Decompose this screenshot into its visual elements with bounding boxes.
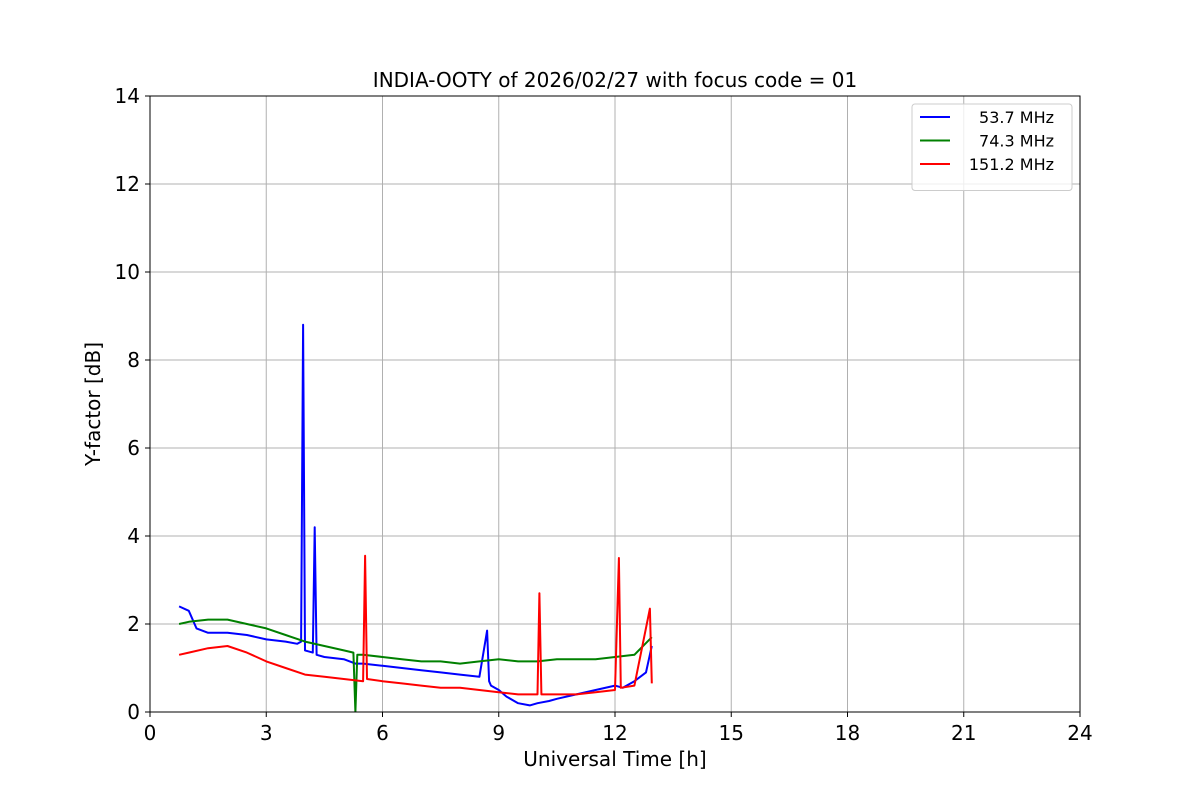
y-tick-label: 14: [115, 84, 140, 108]
legend-label: 74.3 MHz: [979, 132, 1054, 151]
x-tick-label: 18: [835, 721, 860, 745]
y-tick-label: 8: [127, 348, 140, 372]
plot-area: [178, 323, 653, 712]
y-tick-label: 6: [127, 436, 140, 460]
legend-box: [911, 103, 1073, 191]
y-tick-label: 0: [127, 700, 140, 724]
y-tick-label: 2: [127, 612, 140, 636]
series-line-2: [178, 618, 653, 712]
x-tick-label: 6: [376, 721, 389, 745]
chart-title: INDIA-OOTY of 2026/02/27 with focus code…: [373, 68, 857, 92]
x-tick-label: 21: [951, 721, 976, 745]
legend-label: 53.7 MHz: [979, 108, 1054, 127]
series-line-1: [178, 323, 653, 707]
x-axis-ticks: 0 3 6 9 12 15 18 21 24: [144, 712, 1093, 745]
x-tick-label: 15: [719, 721, 744, 745]
series-layer: [178, 323, 653, 712]
x-tick-label: 3: [260, 721, 273, 745]
y-tick-label: 10: [115, 260, 140, 284]
x-tick-label: 9: [492, 721, 505, 745]
legend: 53.7 MHz 74.3 MHz 151.2 MHz: [911, 103, 1073, 191]
y-axis-label: Y-factor [dB]: [81, 342, 105, 467]
series-line-3: [178, 554, 653, 696]
x-tick-label: 12: [602, 721, 627, 745]
x-tick-label: 24: [1067, 721, 1092, 745]
x-tick-label: 0: [144, 721, 157, 745]
legend-label: 151.2 MHz: [969, 155, 1054, 174]
y-tick-label: 4: [127, 524, 140, 548]
y-axis-ticks: 0 2 4 6 8 10 12 14: [115, 84, 150, 724]
x-axis-label: Universal Time [h]: [523, 747, 706, 771]
y-tick-label: 12: [115, 172, 140, 196]
